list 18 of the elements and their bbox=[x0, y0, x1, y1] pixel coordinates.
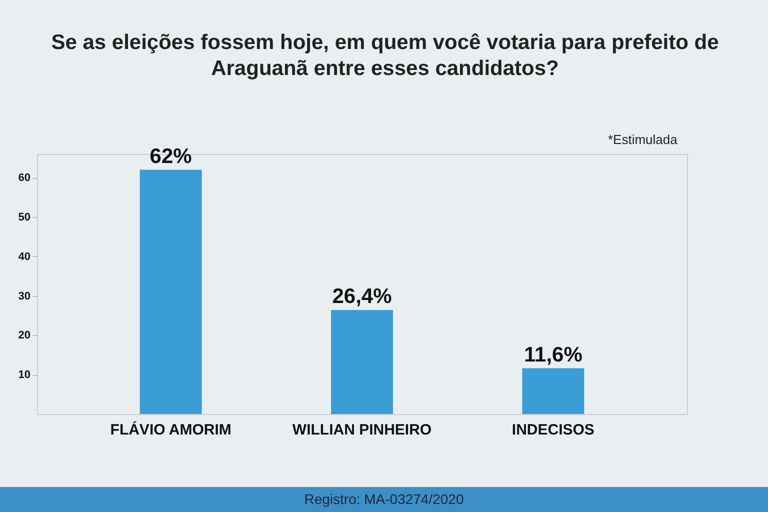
x-tick-label: INDECISOS bbox=[512, 422, 594, 438]
y-tick-label: 60 bbox=[18, 172, 30, 184]
data-label: 26,4% bbox=[332, 285, 392, 308]
text: Registro: MA-03274/2020 bbox=[0, 487, 768, 512]
y-tick-label: 10 bbox=[18, 369, 30, 382]
chart-title: Se as eleições fossem hoje, em quem você votaria para prefeito de Araguanã entre esses candidatos? bbox=[50, 30, 720, 82]
bar bbox=[140, 170, 202, 414]
x-tick-label: FLÁVIO AMORIM bbox=[110, 420, 232, 438]
y-tick-label: 40 bbox=[18, 250, 30, 263]
y-tick-label: 30 bbox=[18, 290, 30, 302]
bar bbox=[522, 368, 584, 414]
data-label: 11,6% bbox=[524, 343, 583, 366]
x-tick-label: WILLIAN PINHEIRO bbox=[292, 422, 432, 438]
bar bbox=[331, 310, 393, 414]
text: *Estimulada bbox=[608, 132, 678, 147]
data-label: 62% bbox=[150, 144, 192, 168]
y-tick-label: 50 bbox=[18, 212, 30, 224]
y-tick-label: 20 bbox=[18, 330, 30, 342]
